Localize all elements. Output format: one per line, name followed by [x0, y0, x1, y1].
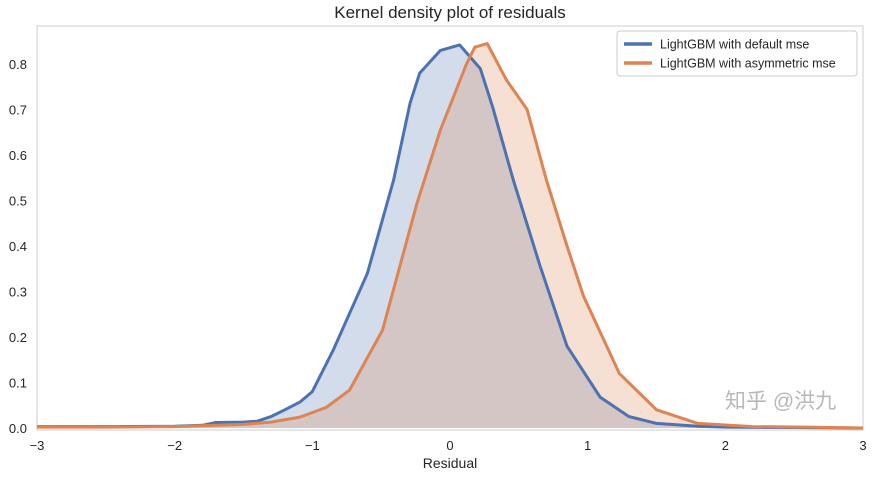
- x-tick-label: −1: [305, 438, 320, 453]
- legend-label-asymmetric: LightGBM with asymmetric mse: [660, 57, 836, 71]
- y-tick-label: 0.1: [9, 376, 27, 391]
- x-tick-label: 1: [584, 438, 591, 453]
- density-fill-default: [37, 44, 863, 429]
- legend: LightGBM with default mse LightGBM with …: [616, 30, 858, 77]
- y-tick-label: 0.5: [9, 194, 27, 209]
- y-tick-label: 0.6: [9, 148, 27, 163]
- y-tick-label: 0.3: [9, 285, 27, 300]
- y-tick-label: 0.7: [9, 103, 27, 118]
- density-line-default: [37, 43, 864, 430]
- watermark: 知乎 @洪九: [725, 390, 836, 413]
- chart-title: Kernel density plot of residuals: [334, 3, 566, 22]
- x-axis-label: Residual: [423, 455, 477, 471]
- density-line-asymmetric: [37, 42, 864, 430]
- legend-label-default: LightGBM with default mse: [660, 38, 809, 52]
- y-tick-label: 0.8: [9, 57, 27, 72]
- y-tick-label: 0.0: [9, 421, 27, 436]
- y-tick-label: 0.2: [9, 330, 27, 345]
- density-fill-asymmetric: [37, 43, 863, 428]
- x-tick-label: 3: [859, 438, 866, 453]
- x-tick-label: −3: [30, 438, 45, 453]
- x-tick-label: −2: [167, 438, 182, 453]
- x-tick-label: 2: [722, 438, 729, 453]
- plot-area: [36, 25, 864, 431]
- x-tick-label: 0: [446, 438, 453, 453]
- y-tick-label: 0.4: [9, 239, 27, 254]
